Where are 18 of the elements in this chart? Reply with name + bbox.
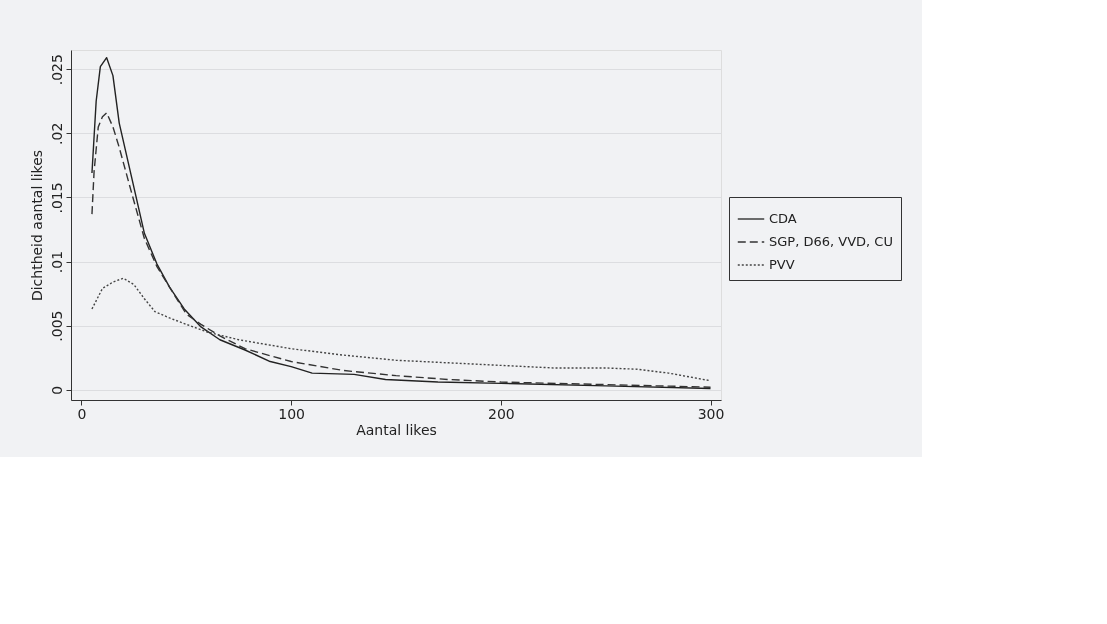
x-tick-label: 0 — [77, 405, 87, 422]
y-tick-label: .02 — [48, 122, 65, 145]
line-series — [91, 112, 712, 388]
legend-label: PVV — [769, 257, 795, 272]
line-series — [91, 277, 712, 382]
x-tick-label: 200 — [487, 405, 515, 422]
x-tick-label: 300 — [697, 405, 725, 422]
y-tick-label: 0 — [48, 385, 65, 395]
y-tick-label: .025 — [48, 54, 65, 86]
y-tick-label: .005 — [48, 310, 65, 342]
legend-label: SGP, D66, VVD, CU — [769, 234, 893, 249]
x-tick-label: 100 — [278, 405, 306, 422]
y-axis-title: Dichtheid aantal likes — [28, 149, 45, 302]
legend-label: CDA — [769, 211, 797, 226]
line-series — [91, 56, 712, 390]
y-tick-label: .01 — [48, 250, 65, 274]
y-tick-label: .015 — [48, 182, 65, 214]
x-axis-title: Aantal likes — [356, 421, 437, 438]
